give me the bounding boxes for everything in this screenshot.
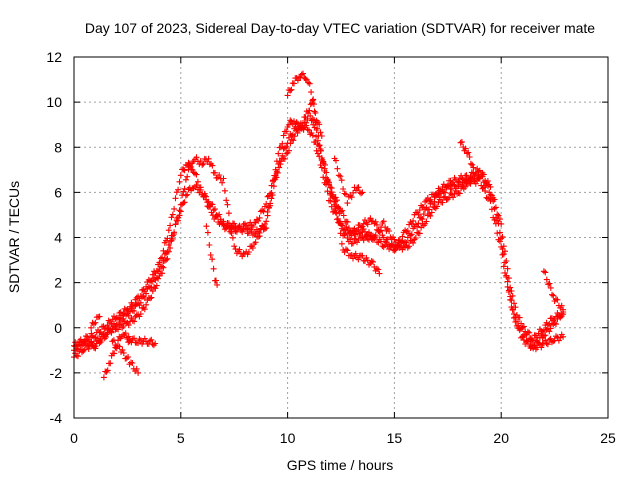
y-tick-label: 12 (46, 49, 62, 65)
y-tick-label: 6 (54, 184, 62, 200)
series-track-4 (284, 70, 325, 139)
x-tick-label: 25 (600, 430, 616, 446)
y-tick-label: 8 (54, 139, 62, 155)
series-track-13 (88, 313, 103, 331)
x-tick-label: 5 (177, 430, 185, 446)
plus-markers (310, 121, 383, 277)
x-axis-label: GPS time / hours (287, 457, 394, 473)
plus-markers (109, 337, 142, 376)
x-tick-label: 20 (493, 430, 509, 446)
plot-frame (73, 56, 609, 419)
plus-markers (331, 155, 366, 207)
plus-markers (457, 138, 477, 171)
plus-markers (540, 268, 567, 313)
data-marks (71, 70, 567, 381)
grid-lines (74, 57, 608, 418)
series-track-11 (109, 337, 142, 376)
series-track-8 (331, 155, 366, 207)
y-tick-label: 0 (54, 320, 62, 336)
plus-markers (88, 313, 103, 331)
axis-ticks: 0 5 10 15 20 25 -4 -2 0 2 4 6 8 10 12 (46, 49, 616, 446)
chart-title: Day 107 of 2023, Sidereal Day-to-day VTE… (85, 20, 595, 36)
series-track-1 (71, 120, 567, 354)
plus-markers (203, 223, 221, 288)
plus-markers (71, 120, 567, 354)
series-track-6 (203, 223, 221, 288)
series-track-12 (124, 333, 159, 349)
series-track-7 (457, 138, 477, 171)
series-track-5 (310, 121, 383, 277)
plus-markers (284, 70, 325, 139)
y-tick-label: 4 (54, 230, 62, 246)
y-tick-label: 2 (54, 275, 62, 291)
y-tick-label: -4 (50, 410, 63, 426)
x-tick-label: 0 (70, 430, 78, 446)
x-tick-label: 10 (280, 430, 296, 446)
plus-markers (124, 333, 159, 349)
y-tick-label: -2 (50, 365, 63, 381)
y-axis-label: SDTVAR / TECUs (6, 181, 22, 293)
x-tick-label: 15 (387, 430, 403, 446)
y-tick-label: 10 (46, 94, 62, 110)
series-track-9 (540, 268, 567, 313)
